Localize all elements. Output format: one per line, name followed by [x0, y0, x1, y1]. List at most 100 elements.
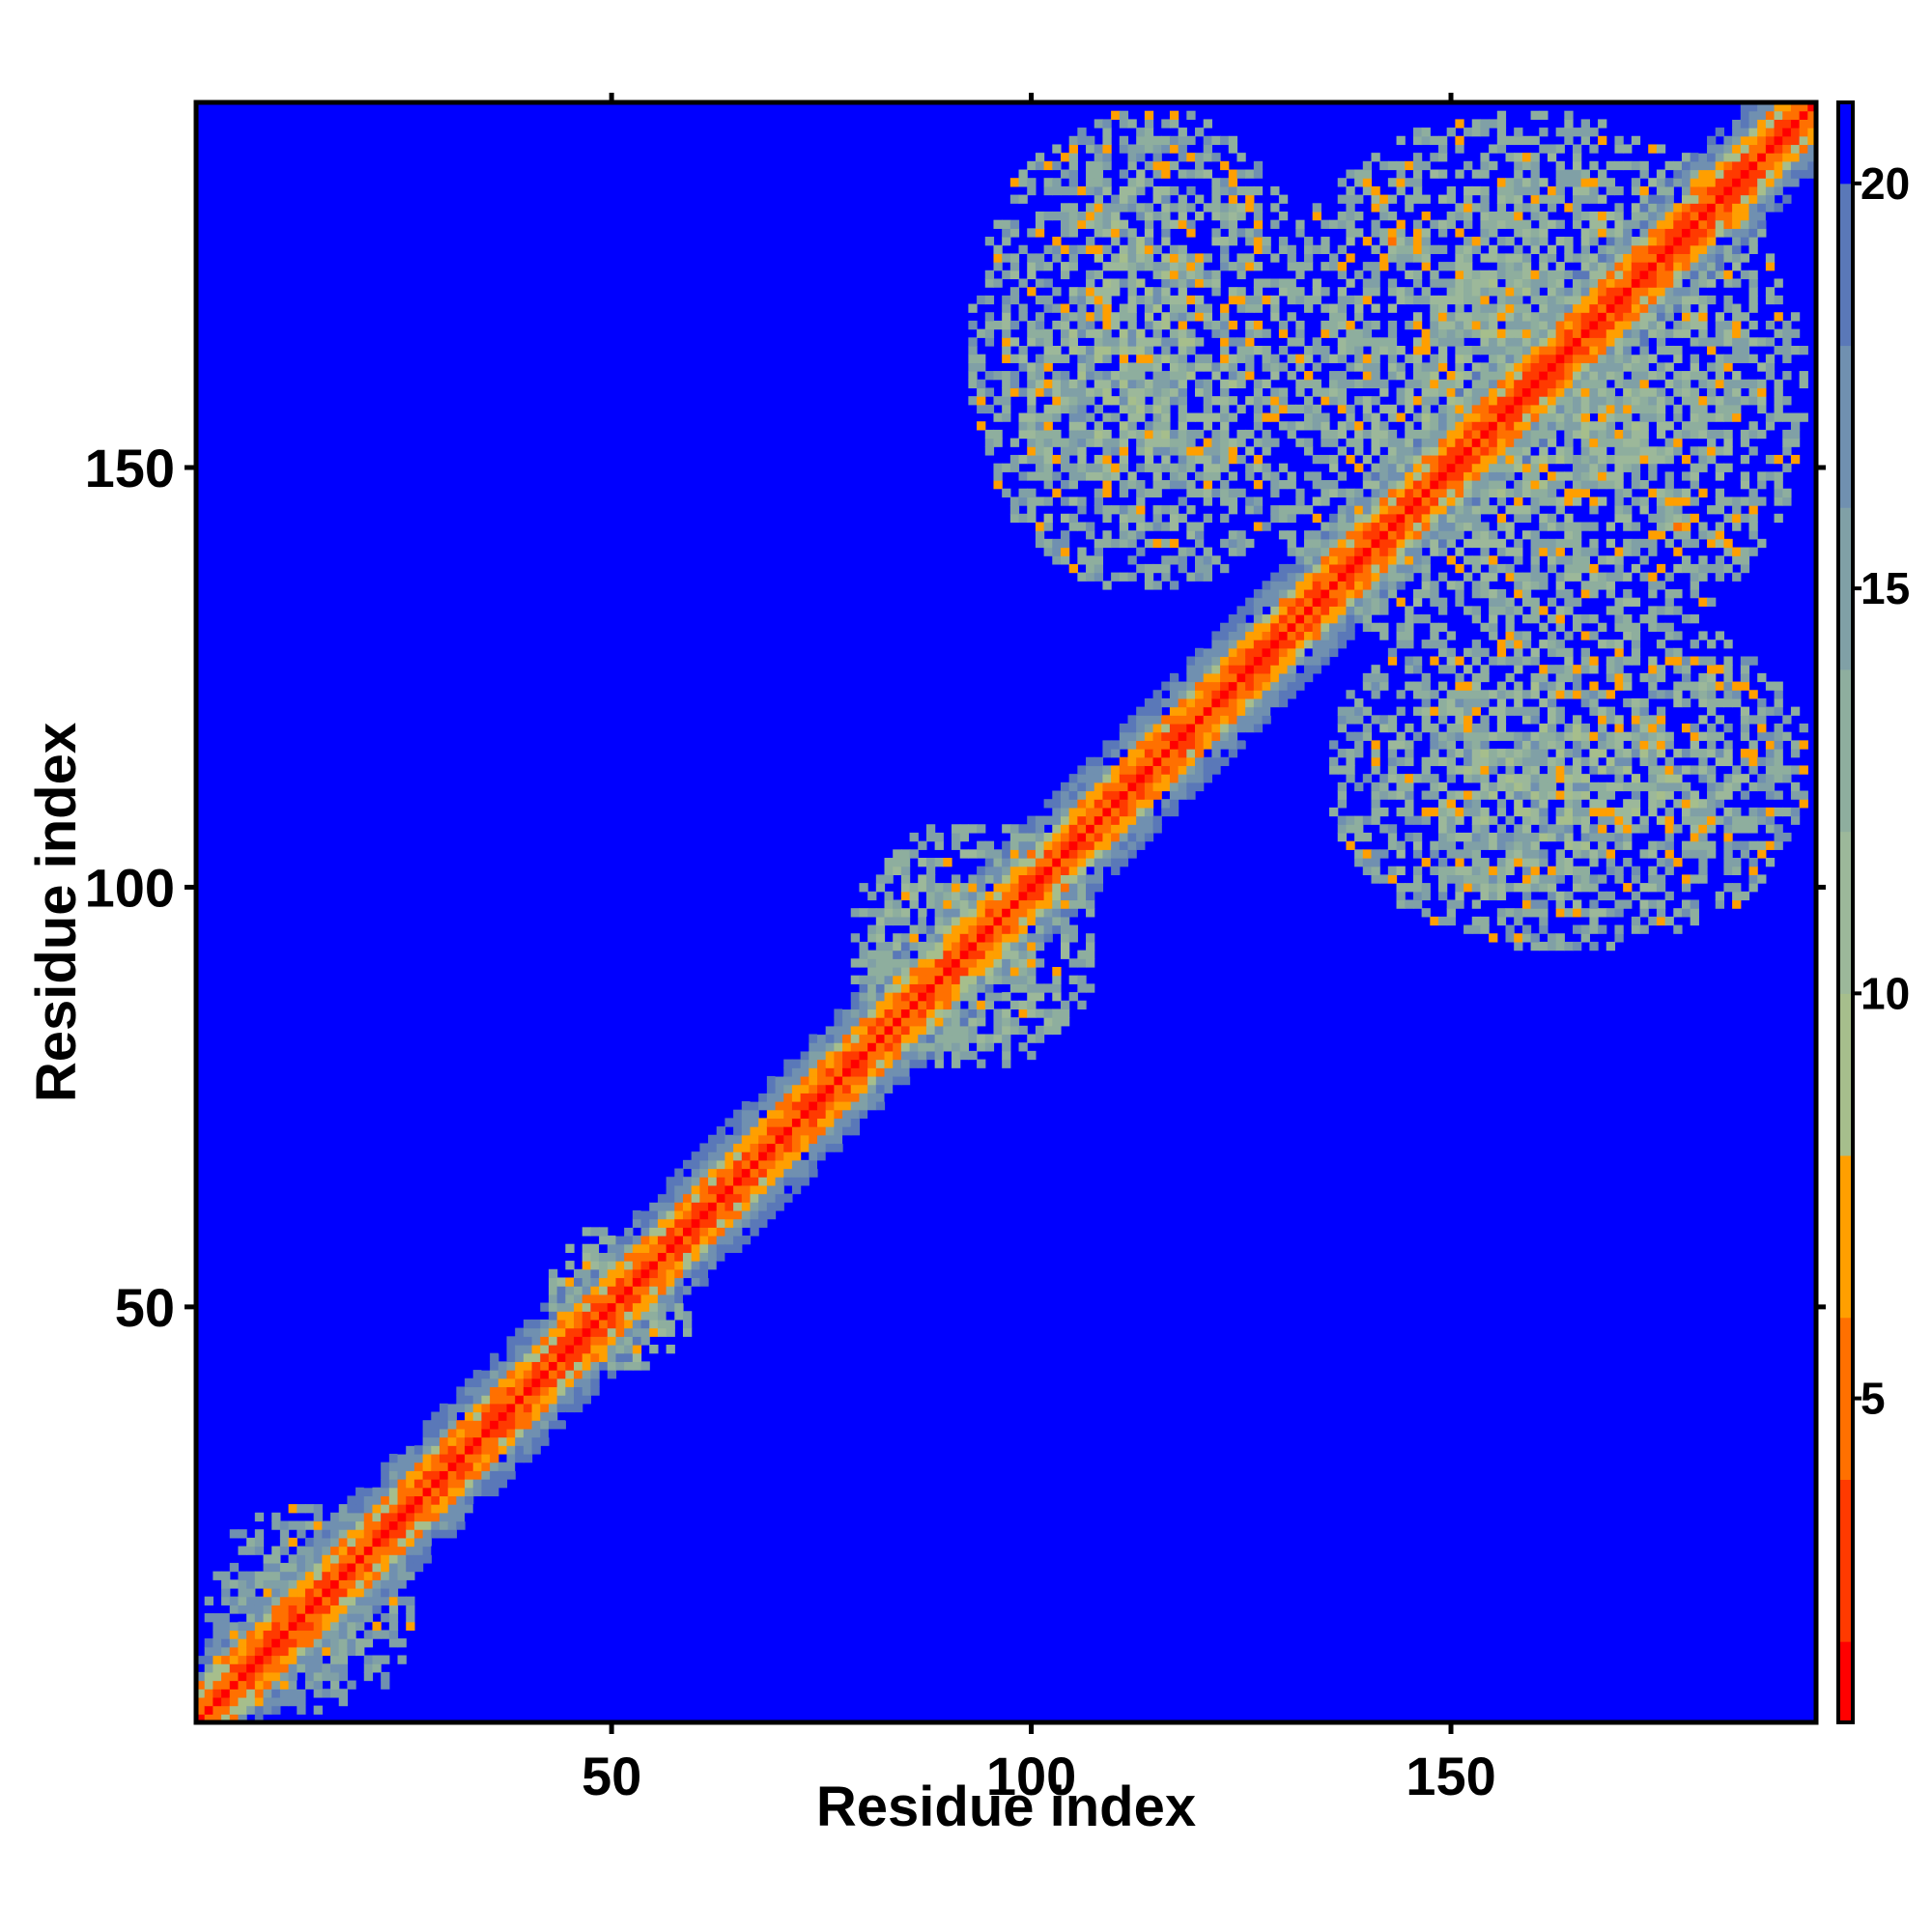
- heatmap-cell: [439, 1411, 449, 1421]
- heatmap-cell: [1253, 228, 1264, 238]
- heatmap-cell: [271, 1671, 281, 1682]
- heatmap-cell: [1186, 765, 1196, 775]
- heatmap-cell: [1496, 446, 1507, 456]
- heatmap-cell: [574, 1277, 583, 1287]
- heatmap-cell: [1480, 345, 1490, 355]
- heatmap-cell: [925, 975, 936, 984]
- heatmap-cell: [1455, 244, 1464, 255]
- heatmap-cell: [1102, 781, 1112, 792]
- heatmap-cell: [1161, 681, 1171, 691]
- heatmap-cell: [1228, 656, 1238, 666]
- heatmap-cell: [330, 1655, 340, 1664]
- heatmap-cell: [582, 1243, 591, 1254]
- heatmap-cell: [1211, 153, 1221, 162]
- heatmap-cell: [1043, 278, 1053, 288]
- heatmap-cell: [775, 1126, 784, 1136]
- heatmap-cell: [1455, 581, 1464, 590]
- heatmap-cell: [1119, 513, 1129, 524]
- heatmap-cell: [1211, 228, 1221, 238]
- heatmap-cell: [1496, 362, 1507, 372]
- heatmap-cell: [1471, 588, 1482, 599]
- heatmap-cell: [574, 1361, 583, 1371]
- heatmap-cell: [1253, 328, 1264, 338]
- heatmap-cell: [984, 924, 995, 934]
- heatmap-cell: [1052, 891, 1062, 901]
- heatmap-cell: [1136, 244, 1146, 255]
- heatmap-cell: [1077, 354, 1087, 363]
- heatmap-cell: [1471, 128, 1482, 137]
- heatmap-cell: [1077, 774, 1087, 783]
- heatmap-cell: [313, 1671, 323, 1682]
- heatmap-cell: [1009, 958, 1020, 968]
- heatmap-cell: [1496, 429, 1507, 440]
- heatmap-cell: [229, 1646, 240, 1657]
- heatmap-cell: [1295, 387, 1305, 397]
- heatmap-cell: [1270, 631, 1280, 640]
- heatmap-cell: [791, 1101, 802, 1111]
- heatmap-cell: [1136, 379, 1146, 389]
- heatmap-cell: [1195, 765, 1205, 775]
- heatmap-cell: [1489, 303, 1498, 313]
- heatmap-cell: [1455, 328, 1464, 338]
- heatmap-cell: [1178, 765, 1187, 775]
- heatmap-cell: [497, 1344, 508, 1354]
- heatmap-cell: [565, 1361, 575, 1371]
- heatmap-cell: [1446, 185, 1456, 196]
- heatmap-cell: [388, 1537, 399, 1548]
- heatmap-cell: [1496, 538, 1507, 549]
- heatmap-cell: [1178, 774, 1187, 783]
- heatmap-cell: [1463, 480, 1473, 490]
- heatmap-cell: [1009, 463, 1020, 472]
- heatmap-cell: [388, 1479, 399, 1489]
- heatmap-cell: [733, 1151, 743, 1161]
- heatmap-cell: [859, 958, 868, 968]
- heatmap-cell: [388, 1495, 399, 1505]
- heatmap-cell: [1455, 723, 1464, 733]
- heatmap-cell: [1396, 891, 1406, 901]
- heatmap-cell: [447, 1395, 457, 1405]
- heatmap-cell: [1086, 530, 1095, 540]
- heatmap-cell: [531, 1420, 541, 1430]
- heatmap-cell: [1127, 412, 1137, 422]
- heatmap-cell: [1043, 908, 1053, 918]
- heatmap-cell: [724, 1193, 734, 1203]
- heatmap-cell: [1270, 203, 1280, 213]
- heatmap-cell: [1455, 337, 1464, 347]
- heatmap-cell: [1111, 790, 1121, 800]
- heatmap-cell: [959, 891, 969, 901]
- heatmap-cell: [1245, 185, 1255, 196]
- heatmap-cell: [1463, 278, 1473, 288]
- heatmap-cell: [1068, 228, 1078, 238]
- heatmap-cell: [850, 1025, 861, 1036]
- heatmap-cell: [1027, 228, 1037, 238]
- heatmap-cell: [1119, 110, 1129, 120]
- heatmap-cell: [1455, 866, 1464, 875]
- heatmap-cell: [1203, 387, 1212, 397]
- heatmap-cell: [1489, 454, 1498, 465]
- heatmap-cell: [952, 899, 961, 909]
- heatmap-cell: [1430, 244, 1439, 255]
- heatmap-cell: [1362, 471, 1373, 481]
- heatmap-cell: [1253, 463, 1264, 472]
- heatmap-cell: [1270, 295, 1280, 305]
- heatmap-cell: [909, 975, 919, 984]
- heatmap-cell: [1463, 244, 1473, 255]
- heatmap-cell: [1480, 522, 1490, 531]
- heatmap-cell: [1387, 488, 1398, 497]
- heatmap-cell: [1354, 740, 1364, 750]
- heatmap-cell: [1278, 631, 1289, 640]
- heatmap-cell: [1337, 303, 1348, 313]
- heatmap-cell: [1127, 421, 1137, 431]
- heatmap-cell: [1127, 228, 1137, 238]
- heatmap-cell: [297, 1596, 306, 1605]
- heatmap-cell: [1035, 1025, 1045, 1036]
- heatmap-cell: [733, 1126, 743, 1136]
- heatmap-cell: [1455, 706, 1464, 716]
- heatmap-cell: [1371, 672, 1380, 683]
- heatmap-cell: [640, 1236, 650, 1245]
- heatmap-cell: [304, 1504, 315, 1514]
- heatmap-cell: [1337, 832, 1348, 842]
- heatmap-cell: [1346, 185, 1355, 196]
- heatmap-cell: [1480, 328, 1490, 338]
- heatmap-cell: [909, 933, 919, 943]
